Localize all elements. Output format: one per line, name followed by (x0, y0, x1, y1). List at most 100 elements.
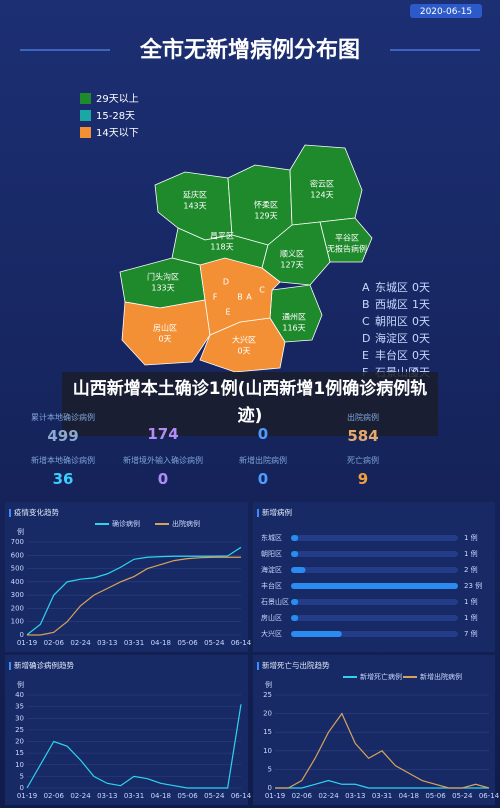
bar-track (291, 615, 458, 621)
category-label: 石景山区 (261, 597, 289, 606)
value-label: 1 例 (464, 613, 478, 622)
bar (291, 551, 299, 557)
core-name: 丰台区 (375, 348, 408, 362)
core-letter: A (362, 281, 370, 294)
district-name: 怀柔区 (254, 200, 278, 210)
core-letter: D (223, 278, 229, 287)
legend-swatch (80, 110, 91, 121)
legend-label: 出院病例 (172, 519, 200, 528)
panel (253, 655, 495, 805)
y-tick-label: 35 (15, 703, 24, 711)
stat-label: 死亡病例 (347, 456, 379, 465)
title-marker (257, 509, 259, 517)
legend-label: 29天以上 (96, 93, 139, 105)
y-tick-label: 20 (263, 710, 272, 718)
district-days: 无报告病例 (327, 244, 367, 254)
map-panel: 2020-06-15 全市无新增病例分布图 29天以上 15-28天 14天以下 延… (20, 4, 482, 436)
district-name: 密云区 (310, 179, 334, 189)
district-name: 门头沟区 (147, 272, 179, 282)
title: 全市无新增病例分布图 (139, 37, 360, 63)
x-tick-label: 01-19 (17, 639, 37, 647)
core-letter: E (362, 349, 369, 362)
district-name: 大兴区 (232, 335, 256, 345)
x-tick-label: 02-24 (70, 639, 91, 647)
core-letter: B (237, 293, 243, 302)
title-marker (257, 662, 259, 670)
value-label: 1 例 (464, 549, 478, 558)
value-label: 2 例 (464, 565, 478, 574)
y-tick-label: 5 (20, 772, 24, 780)
district-name: 平谷区 (335, 234, 359, 243)
chart-title: 疫情变化趋势 (14, 507, 59, 517)
y-tick-label: 100 (11, 618, 24, 626)
x-tick-label: 05-06 (177, 792, 198, 800)
overlay: 山西新增本土确诊1例(山西新增1例确诊病例轨迹) (73, 379, 427, 426)
x-tick-label: 05-24 (452, 792, 473, 800)
legend-swatch (80, 93, 91, 104)
region (121, 299, 211, 366)
stat-value: 9 (357, 470, 369, 488)
core-name: 海淀区 (375, 331, 408, 345)
category-label: 东城区 (261, 533, 282, 542)
x-tick-label: 01-19 (17, 792, 37, 800)
district-days: 116天 (282, 324, 305, 333)
district-name: 房山区 (153, 323, 177, 333)
x-tick-label: 03-31 (124, 639, 144, 647)
overlay-band (62, 372, 438, 436)
x-tick-label: 06-14 (479, 792, 500, 800)
x-tick-label: 03-13 (97, 639, 117, 647)
x-tick-label: 05-24 (204, 639, 225, 647)
y-tick-label: 0 (20, 631, 24, 639)
x-tick-label: 01-19 (265, 792, 285, 800)
value-label: 7 例 (464, 629, 478, 638)
title-marker (9, 662, 11, 670)
x-tick-label: 04-18 (151, 792, 171, 800)
district-days: 124天 (310, 191, 333, 200)
y-tick-label: 200 (11, 604, 24, 612)
district-days: 143天 (183, 202, 206, 211)
map (119, 144, 373, 373)
core-letter: C (362, 315, 370, 328)
stat-value: 0 (257, 425, 269, 443)
stat: 新增本地确诊病例 36 (8, 455, 118, 488)
stat-label: 新增境外输入确诊病例 (123, 456, 203, 465)
x-tick-label: 03-13 (345, 792, 365, 800)
y-tick-label: 400 (11, 578, 24, 586)
legend-swatch (80, 127, 91, 138)
y-tick-label: 300 (11, 591, 24, 599)
y-tick-label: 25 (15, 726, 24, 734)
stat: 出院病例 584 (308, 412, 418, 445)
stat-value: 584 (347, 427, 379, 445)
core-days: 0天 (412, 349, 430, 362)
core-list: A东城区0天B西城区1天C朝阳区0天D海淀区0天E丰台区0天F石景山区0天 (362, 281, 430, 379)
chart-title: 新增死亡与出院趋势 (262, 660, 330, 670)
value-label: 1 例 (464, 597, 478, 606)
map-labels: 延庆区 143天 怀柔区 129天 密云区 124天 昌平区 118天 平谷区 … (147, 179, 367, 356)
bar (291, 567, 306, 573)
date-badge (410, 4, 482, 18)
legend-label: 新增死亡病例 (360, 672, 402, 681)
stat: 新增出院病例 0 (208, 455, 318, 488)
y-tick-label: 10 (15, 761, 24, 769)
category-label: 海淀区 (261, 565, 282, 574)
stat: 死亡病例 9 (308, 455, 418, 488)
y-tick-label: 0 (268, 784, 272, 792)
core-letter: A (246, 293, 252, 302)
y-axis-label: 例 (17, 680, 24, 689)
x-tick-label: 03-31 (124, 792, 144, 800)
series-line (26, 546, 242, 636)
stat-label: 出院病例 (347, 413, 379, 422)
stat-value: 0 (257, 470, 269, 488)
x-tick-label: 03-13 (97, 792, 117, 800)
stat-label: 新增本地确诊病例 (31, 456, 95, 465)
district-name: 通州区 (282, 312, 306, 322)
x-tick-label: 05-06 (177, 639, 198, 647)
stat: 累计本地确诊病例 499 (8, 412, 118, 445)
y-tick-label: 30 (15, 714, 24, 722)
stat: 新增境外输入确诊病例 0 (108, 455, 218, 488)
district-days: 0天 (237, 347, 250, 356)
core-letter: E (225, 308, 230, 317)
core-name: 东城区 (375, 281, 408, 294)
bar (291, 583, 458, 589)
stat-value: 174 (147, 425, 179, 443)
